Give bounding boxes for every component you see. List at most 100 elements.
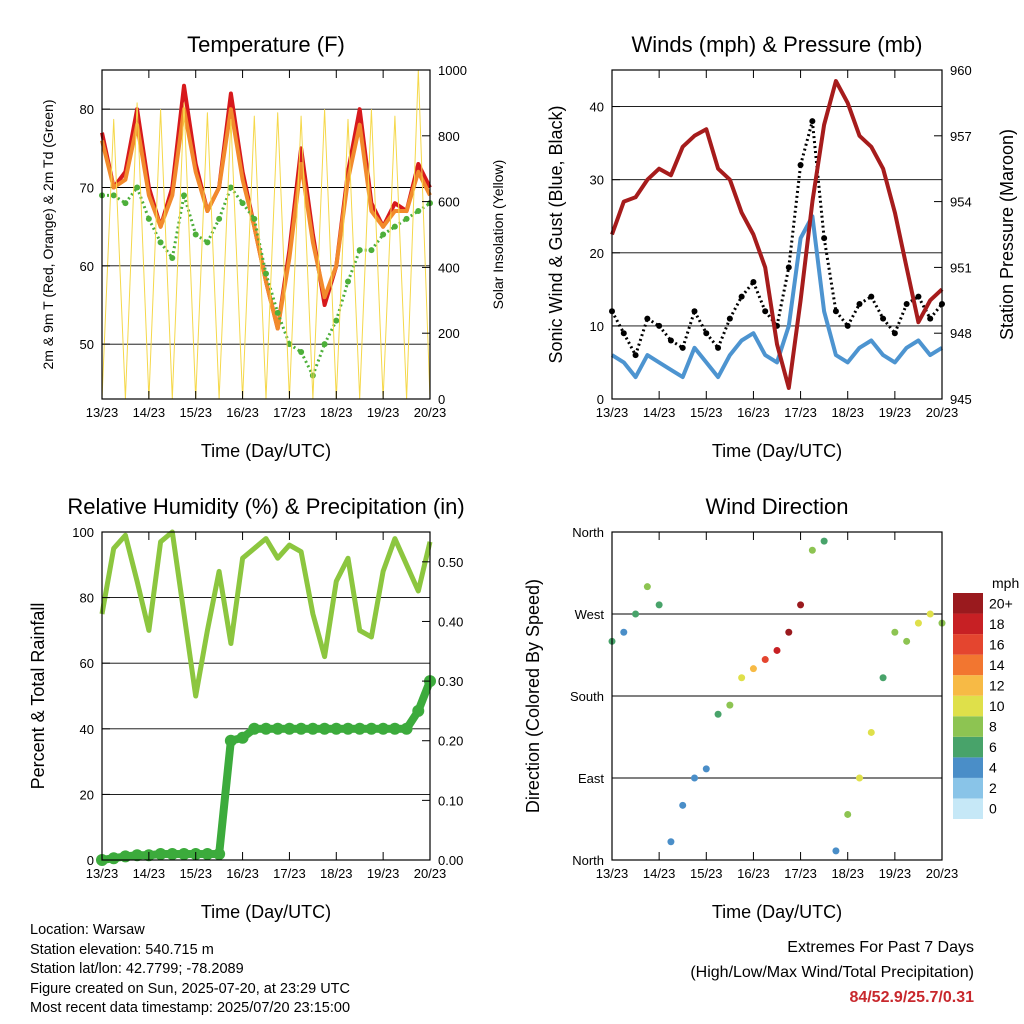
y-tick-label-right: 800 bbox=[438, 129, 460, 144]
colorbar-label: 14 bbox=[989, 657, 1005, 673]
y-axis-label: 2m & 9m T (Red, Orange) & 2m Td (Green) bbox=[40, 100, 56, 370]
extremes-subtitle: (High/Low/Max Wind/Total Precipitation) bbox=[690, 964, 974, 981]
y-tick-label: 60 bbox=[80, 656, 94, 671]
y-tick-label-right: 951 bbox=[950, 260, 972, 275]
wind-direction-points bbox=[608, 537, 946, 855]
y-tick-label: 40 bbox=[80, 722, 94, 737]
x-tick-label: 19/23 bbox=[367, 866, 400, 881]
direction-point bbox=[761, 656, 769, 664]
y-axis-label-right: Solar Insolation (Yellow) bbox=[490, 160, 506, 310]
x-tick-label: 20/23 bbox=[926, 866, 959, 881]
series-segment bbox=[775, 267, 791, 327]
chart-title: Winds (mph) & Pressure (mb) bbox=[632, 32, 923, 57]
data-point bbox=[251, 215, 258, 222]
series-segment bbox=[159, 241, 174, 259]
x-tick-label: 13/23 bbox=[596, 405, 629, 420]
plot-frame bbox=[101, 69, 431, 400]
y-tick-label: North bbox=[572, 525, 604, 540]
series-segment bbox=[716, 318, 732, 349]
y-tick-label: East bbox=[578, 771, 604, 786]
series-segment bbox=[170, 195, 186, 259]
x-tick-label: 16/23 bbox=[226, 866, 259, 881]
direction-point bbox=[903, 637, 911, 645]
series-segment bbox=[705, 332, 720, 349]
colorbar-swatch bbox=[953, 695, 983, 717]
x-tick-label: 14/23 bbox=[133, 405, 166, 420]
series-segment bbox=[323, 319, 338, 345]
x-tick-label: 15/23 bbox=[690, 866, 723, 881]
direction-point bbox=[667, 838, 675, 846]
colorbar-swatch bbox=[953, 634, 983, 655]
series-sonic-wind bbox=[610, 214, 944, 380]
y-tick-label: 60 bbox=[80, 259, 94, 274]
y-tick-label: 10 bbox=[590, 319, 604, 334]
direction-point bbox=[655, 601, 663, 609]
plot-frame bbox=[611, 69, 943, 400]
colorbar-title: mph bbox=[992, 575, 1019, 591]
direction-point bbox=[643, 583, 651, 591]
x-tick-label: 15/23 bbox=[179, 405, 212, 420]
direction-point bbox=[714, 710, 722, 718]
y-tick-label-right: 0 bbox=[438, 392, 445, 407]
series-segment bbox=[147, 218, 162, 244]
series-segment bbox=[822, 237, 838, 312]
series-segment bbox=[206, 218, 221, 244]
recent-timestamp: Most recent data timestamp: 2025/07/20 2… bbox=[30, 1000, 351, 1017]
x-tick-label: 19/23 bbox=[367, 405, 400, 420]
x-tick-label: 13/23 bbox=[86, 866, 119, 881]
y-axis-label: Sonic Wind & Gust (Blue, Black) bbox=[546, 105, 566, 363]
colorbar-label: 2 bbox=[989, 780, 997, 796]
y-tick-label: North bbox=[572, 853, 604, 868]
series-segment bbox=[893, 303, 909, 334]
series-segment bbox=[681, 310, 696, 349]
chart-title: Wind Direction bbox=[705, 494, 848, 519]
extremes-box: Extremes For Past 7 Days (High/Low/Max W… bbox=[690, 935, 974, 1010]
series-segment bbox=[881, 317, 897, 335]
colorbar-swatch bbox=[953, 716, 983, 737]
series-total-precipitation bbox=[96, 675, 436, 866]
y-tick-label: 0 bbox=[597, 392, 604, 407]
x-tick-label: 20/23 bbox=[414, 405, 447, 420]
series-segment bbox=[622, 332, 637, 356]
y-tick-label-right: 0.00 bbox=[438, 853, 463, 868]
colorbar-label: 12 bbox=[989, 677, 1005, 693]
direction-point bbox=[808, 546, 816, 554]
x-tick-label: 18/23 bbox=[831, 405, 864, 420]
colorbar-label: 8 bbox=[989, 719, 997, 735]
y-tick-label: 40 bbox=[590, 100, 604, 115]
series-segment bbox=[787, 164, 803, 268]
figure-created: Figure created on Sun, 2025-07-20, at 23… bbox=[30, 980, 350, 997]
x-tick-label: 16/23 bbox=[737, 405, 770, 420]
series-segment bbox=[657, 324, 673, 342]
y-tick-label-right: 1000 bbox=[438, 63, 467, 78]
x-tick-label: 19/23 bbox=[879, 866, 912, 881]
series-segment bbox=[917, 295, 932, 320]
x-tick-label: 13/23 bbox=[596, 866, 629, 881]
colorbar-swatch bbox=[953, 593, 983, 614]
x-axis-label: Time (Day/UTC) bbox=[712, 902, 842, 922]
direction-point bbox=[749, 665, 757, 673]
y-tick-label: 80 bbox=[80, 591, 94, 606]
direction-point bbox=[832, 847, 840, 855]
y-tick-label: 100 bbox=[72, 525, 94, 540]
y-axis-label: Percent & Total Rainfall bbox=[28, 603, 48, 790]
series-segment bbox=[370, 233, 385, 252]
direction-point bbox=[891, 628, 899, 636]
x-tick-label: 17/23 bbox=[273, 866, 306, 881]
y-tick-label: 30 bbox=[590, 173, 604, 188]
direction-point bbox=[867, 728, 875, 736]
colorbar-swatch bbox=[953, 757, 983, 778]
y-axis-label-right: Station Pressure (Maroon) bbox=[997, 129, 1017, 340]
colorbar-swatch bbox=[953, 654, 983, 676]
series-segment bbox=[634, 318, 649, 356]
direction-point bbox=[820, 537, 828, 545]
x-tick-label: 16/23 bbox=[737, 866, 770, 881]
y-tick-label-right: 600 bbox=[438, 195, 460, 210]
x-tick-label: 18/23 bbox=[320, 405, 353, 420]
extremes-values: 84/52.9/25.7/0.31 bbox=[849, 989, 974, 1006]
y-tick-label: 20 bbox=[80, 787, 94, 802]
station-location: Location: Warsaw bbox=[30, 922, 145, 938]
x-tick-label: 18/23 bbox=[320, 866, 353, 881]
x-tick-label: 17/23 bbox=[273, 405, 306, 420]
